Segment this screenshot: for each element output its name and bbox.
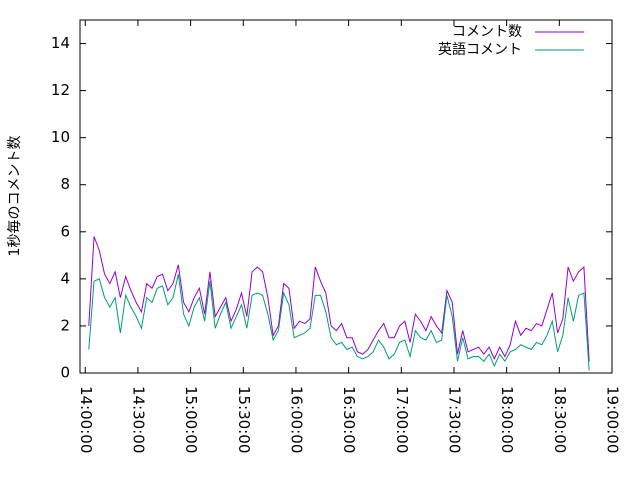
legend-label: コメント数 [452,24,522,40]
x-tick-label: 15:00:00 [182,386,200,453]
y-tick-label: 12 [51,81,70,99]
y-tick-label: 14 [51,34,70,52]
x-tick-label: 18:00:00 [498,386,516,453]
y-axis-label: 1秒毎のコメント数 [7,136,23,257]
x-tick-label: 16:30:00 [340,386,358,453]
x-tick-label: 18:30:00 [551,386,569,453]
y-tick-label: 8 [60,175,70,193]
legend-label: 英語コメント [438,41,522,58]
y-tick-label: 2 [60,316,70,334]
y-tick-label: 6 [60,222,70,240]
x-tick-label: 15:30:00 [235,386,253,453]
x-tick-label: 17:00:00 [393,386,411,453]
y-tick-label: 4 [60,269,70,287]
y-tick-label: 0 [60,364,70,382]
x-tick-label: 19:00:00 [604,386,622,453]
y-tick-label: 10 [51,128,70,146]
plot-frame [79,19,613,374]
x-tick-label: 16:00:00 [287,386,305,453]
x-tick-label: 14:30:00 [129,386,147,453]
data-line [88,274,590,371]
x-tick-label: 17:30:00 [445,386,463,453]
data-line [88,236,590,362]
x-tick-label: 14:00:00 [77,386,95,453]
